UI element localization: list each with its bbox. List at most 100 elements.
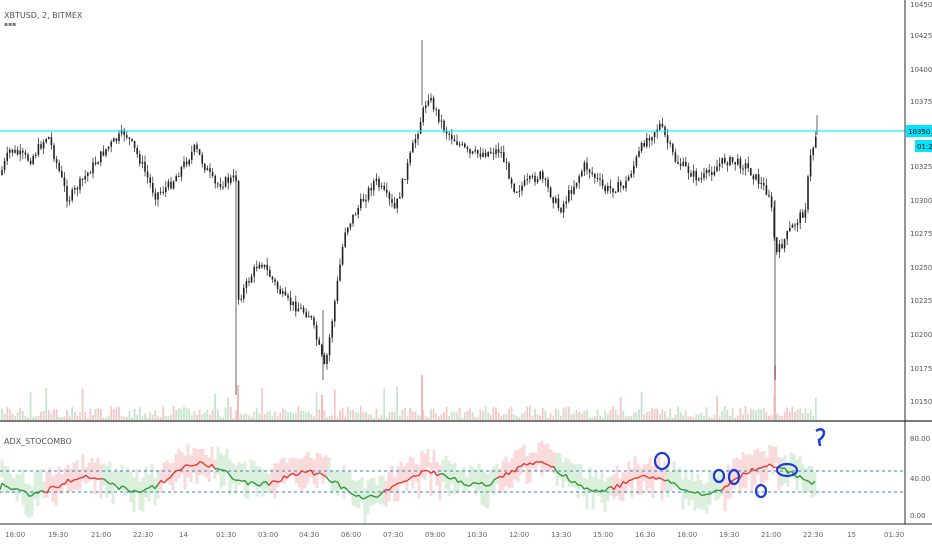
price-tick: 10200.0 bbox=[910, 331, 932, 339]
volume-bar bbox=[17, 412, 19, 420]
symbol-title[interactable]: XBTUSD, 2, BITMEX bbox=[4, 11, 83, 20]
candle-body bbox=[389, 193, 391, 199]
volume-bar bbox=[183, 406, 185, 420]
candle-body bbox=[573, 187, 575, 194]
indicator-segment bbox=[41, 491, 44, 492]
indicator-segment bbox=[179, 469, 182, 470]
candle-body bbox=[269, 270, 271, 277]
volume-bar bbox=[695, 415, 697, 420]
volume-bar bbox=[48, 410, 50, 420]
volume-bar bbox=[370, 414, 372, 420]
candle-body bbox=[217, 183, 219, 184]
volume-bar bbox=[443, 412, 445, 420]
indicator-band-bar bbox=[427, 449, 430, 468]
indicator-segment bbox=[464, 485, 467, 486]
candle-body bbox=[786, 231, 788, 239]
indicator-band-bar bbox=[313, 459, 316, 484]
volume-bar bbox=[734, 418, 736, 420]
volume-bar bbox=[441, 414, 443, 420]
candle-body bbox=[521, 186, 523, 191]
candle-body bbox=[175, 176, 177, 181]
indicator-segment bbox=[233, 479, 236, 480]
indicator-band-bar bbox=[508, 462, 511, 488]
indicator-title[interactable]: ADX_STOCOMBO bbox=[4, 437, 72, 446]
candle-body bbox=[142, 162, 144, 164]
candle-body bbox=[680, 164, 682, 166]
candle-body bbox=[100, 151, 102, 162]
indicator-band-bar bbox=[496, 464, 499, 484]
volume-bar bbox=[58, 417, 60, 420]
volume-bar bbox=[474, 417, 476, 420]
candle-body bbox=[630, 174, 632, 177]
candle-body bbox=[667, 135, 669, 143]
candle-body bbox=[251, 276, 253, 282]
indicator-segment bbox=[476, 483, 479, 484]
volume-bar bbox=[131, 418, 133, 420]
candle-body bbox=[337, 281, 339, 301]
volume-bar bbox=[113, 409, 115, 420]
indicator-band-bar bbox=[775, 447, 778, 463]
volume-bar bbox=[261, 388, 263, 420]
volume-bar bbox=[786, 407, 788, 420]
candle-body bbox=[456, 141, 458, 145]
candle-body bbox=[35, 155, 37, 156]
volume-bar bbox=[32, 417, 34, 420]
volume-bar bbox=[394, 412, 396, 420]
volume-bar bbox=[747, 414, 749, 420]
volume-bar bbox=[485, 406, 487, 420]
indicator-segment bbox=[440, 474, 443, 475]
volume-bar bbox=[391, 412, 393, 420]
volume-bar bbox=[316, 393, 318, 420]
volume-bar bbox=[633, 413, 635, 420]
indicator-band-bar bbox=[709, 472, 712, 505]
candle-body bbox=[344, 232, 346, 246]
indicator-band-bar bbox=[460, 470, 463, 486]
indicator-band-bar bbox=[547, 443, 550, 470]
volume-bar bbox=[602, 418, 604, 420]
volume-bar bbox=[656, 408, 658, 420]
candle-body bbox=[220, 184, 222, 187]
candle-body bbox=[58, 163, 60, 171]
volume-bar bbox=[714, 415, 716, 420]
candle-body bbox=[682, 162, 684, 166]
candle-body bbox=[165, 187, 167, 192]
volume-bar bbox=[285, 410, 287, 420]
candle-body bbox=[677, 162, 679, 164]
indicator-band-bar bbox=[604, 481, 607, 511]
volume-bar bbox=[719, 416, 721, 420]
volume-bar bbox=[552, 416, 554, 420]
indicator-band-bar bbox=[112, 472, 115, 504]
candle-body bbox=[451, 135, 453, 139]
volume-bar bbox=[706, 407, 708, 420]
volume-bar bbox=[217, 410, 219, 420]
indicator-segment bbox=[110, 483, 113, 484]
candle-body bbox=[126, 135, 128, 137]
indicator-band-bar bbox=[43, 482, 46, 499]
indicator-band-bar bbox=[724, 477, 727, 511]
candle-body bbox=[66, 186, 68, 201]
volume-bar bbox=[519, 417, 521, 420]
candle-body bbox=[181, 167, 183, 177]
symbol-subinfo: ▪▪▪ bbox=[4, 21, 16, 28]
indicator-band-bar bbox=[361, 477, 364, 499]
volume-bar bbox=[573, 413, 575, 420]
candle-body bbox=[604, 186, 606, 191]
volume-bar bbox=[357, 413, 359, 420]
candle-body bbox=[199, 149, 201, 155]
indicator-band-bar bbox=[346, 473, 349, 491]
indicator-band-bar bbox=[28, 484, 31, 518]
volume-bar bbox=[292, 413, 294, 420]
indicator-band-bar bbox=[490, 470, 493, 493]
candle-body bbox=[212, 172, 214, 176]
price-tick: 10150.0 bbox=[910, 398, 932, 406]
indicator-band-bar bbox=[67, 465, 70, 494]
candle-body bbox=[643, 143, 645, 146]
indicator-band-bar bbox=[325, 455, 328, 479]
indicator-segment bbox=[545, 464, 548, 465]
volume-bar bbox=[381, 415, 383, 420]
price-tick: 10300.0 bbox=[910, 197, 932, 205]
candle-body bbox=[636, 157, 638, 166]
time-label: 10:30 bbox=[467, 531, 487, 539]
candle-body bbox=[625, 181, 627, 188]
